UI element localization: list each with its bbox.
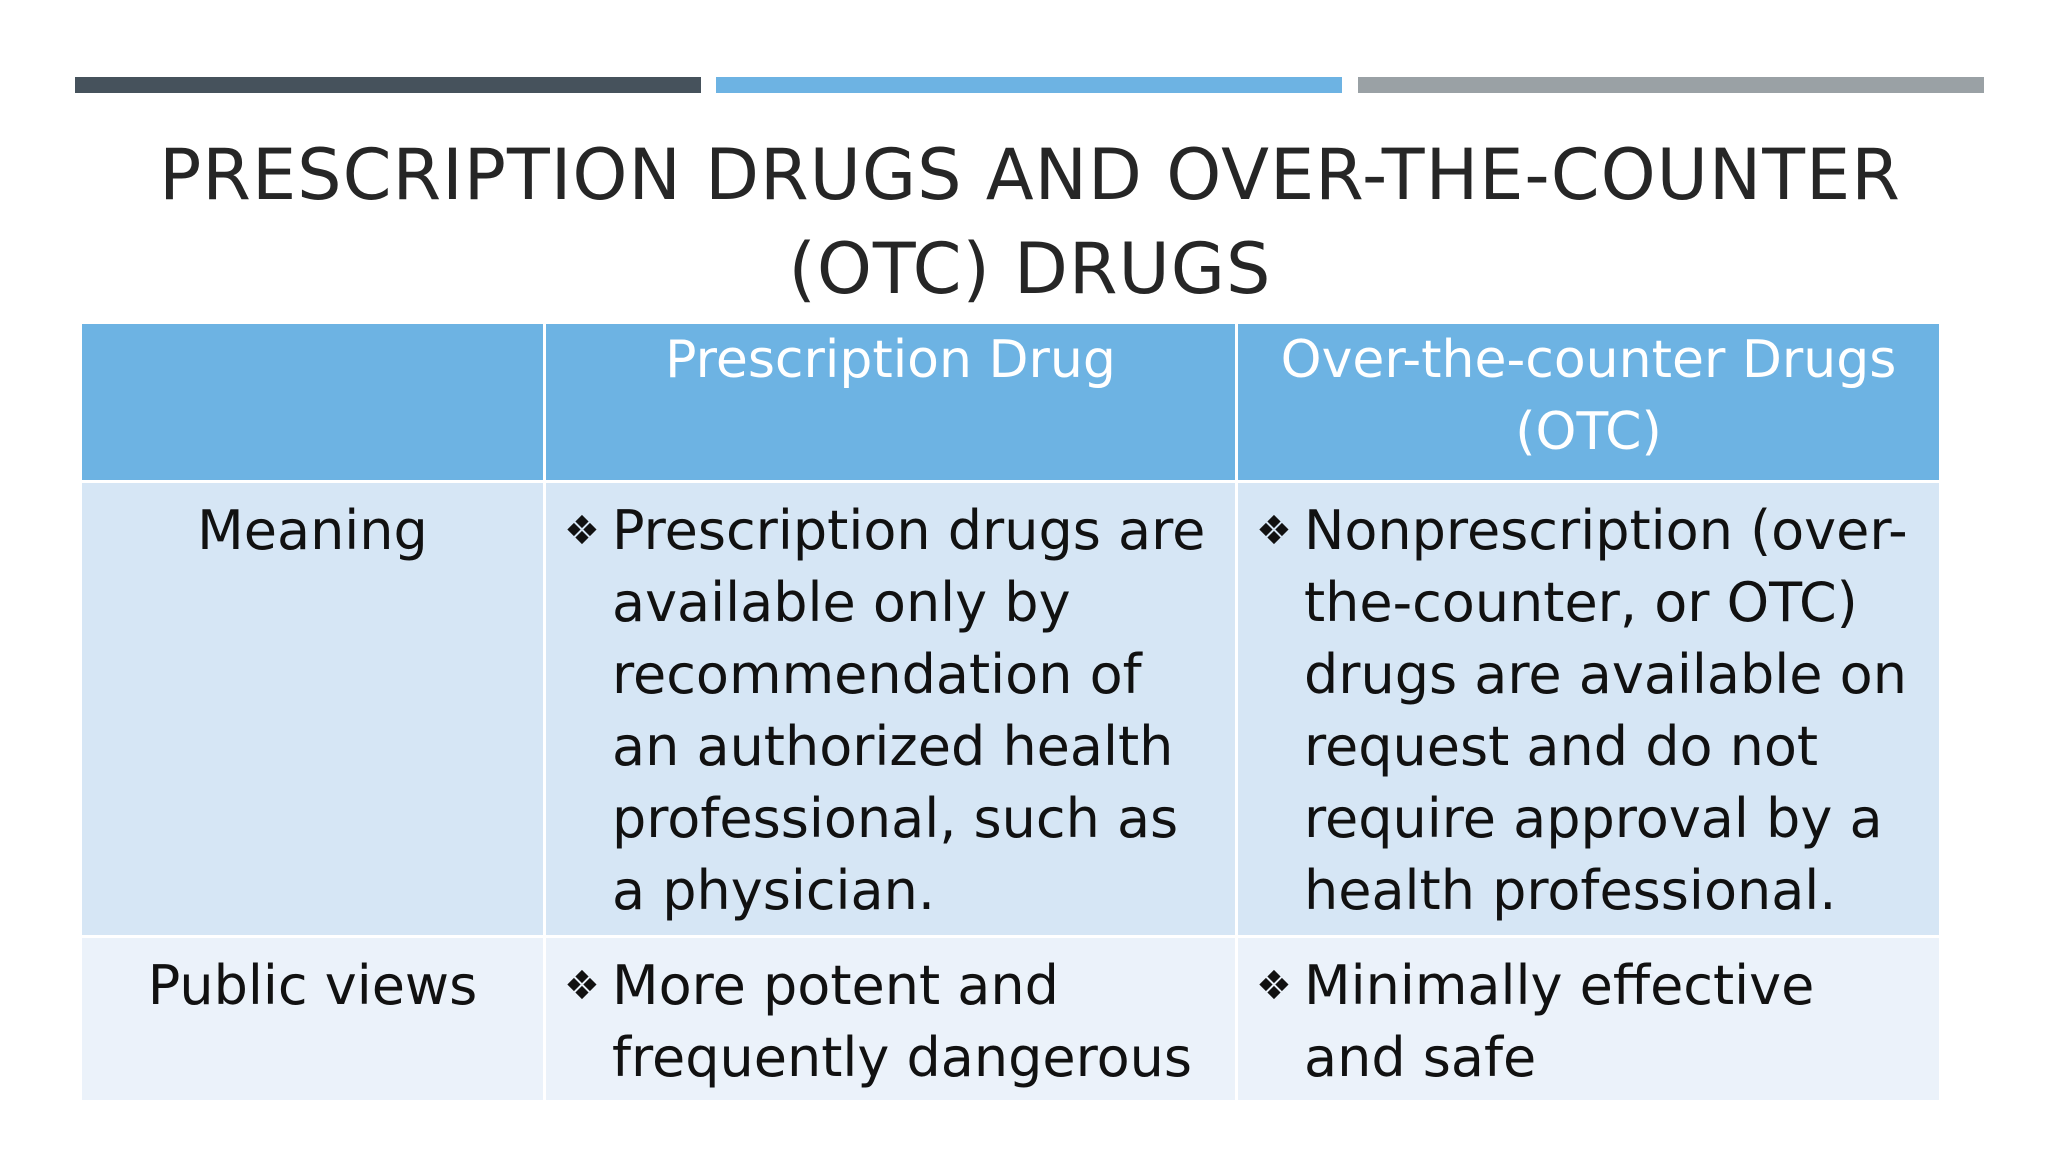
cell-public-otc: ❖ Minimally effective and safe <box>1235 935 1942 1103</box>
bullet-item: ❖ Prescription drugs are available only … <box>564 495 1225 927</box>
bullet-text: Prescription drugs are available only by… <box>612 499 1206 922</box>
slide-title-line-1: PRESCRIPTION DRUGS AND OVER-THE-COUNTER <box>159 134 1901 216</box>
comparison-table: Prescription Drug Over-the-counter Drugs… <box>79 321 1942 1103</box>
cell-meaning-otc: ❖ Nonprescription (over-the-counter, or … <box>1235 480 1942 938</box>
bullet-item: ❖ More potent and frequently dangerous <box>564 950 1225 1094</box>
diamond-bullet-icon: ❖ <box>564 508 600 554</box>
bullet-text: More potent and frequently dangerous <box>612 954 1192 1089</box>
accent-bar-dark <box>75 77 701 93</box>
cell-public-prescription: ❖ More potent and frequently dangerous <box>543 935 1238 1103</box>
row-label-public-views: Public views <box>79 935 546 1103</box>
accent-bar-gray <box>1358 77 1984 93</box>
header-cell-empty <box>79 321 546 483</box>
table-header-row: Prescription Drug Over-the-counter Drugs… <box>79 321 1942 483</box>
diamond-bullet-icon: ❖ <box>564 963 600 1009</box>
row-label-meaning: Meaning <box>79 480 546 938</box>
diamond-bullet-icon: ❖ <box>1256 508 1292 554</box>
bullet-text: Nonprescription (over-the-counter, or OT… <box>1304 499 1908 922</box>
cell-meaning-prescription: ❖ Prescription drugs are available only … <box>543 480 1238 938</box>
bullet-item: ❖ Nonprescription (over-the-counter, or … <box>1256 495 1929 927</box>
header-cell-prescription: Prescription Drug <box>543 321 1238 483</box>
slide-title-line-2: (OTC) DRUGS <box>788 228 1272 310</box>
table-row: Public views ❖ More potent and frequentl… <box>79 935 1942 1103</box>
slide-title: PRESCRIPTION DRUGS AND OVER-THE-COUNTER … <box>75 128 1985 316</box>
accent-bar-blue <box>716 77 1342 93</box>
bullet-item: ❖ Minimally effective and safe <box>1256 950 1929 1094</box>
diamond-bullet-icon: ❖ <box>1256 963 1292 1009</box>
table-row: Meaning ❖ Prescription drugs are availab… <box>79 480 1942 938</box>
header-cell-otc: Over-the-counter Drugs (OTC) <box>1235 321 1942 483</box>
bullet-text: Minimally effective and safe <box>1304 954 1815 1089</box>
